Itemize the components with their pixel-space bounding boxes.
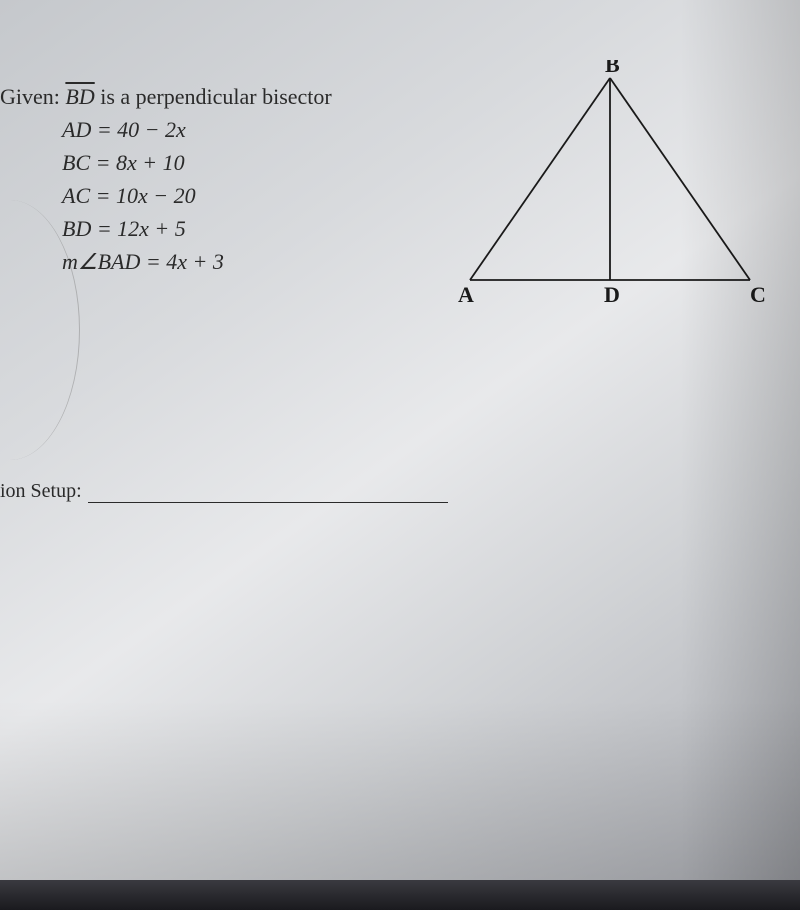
line-bd: BD = 12x + 5	[62, 212, 332, 245]
triangle-svg: B A D C	[450, 60, 770, 320]
equation-setup-row: ion Setup:	[0, 480, 448, 503]
line-ad: AD = 40 − 2x	[62, 113, 332, 146]
vertex-c-label: C	[750, 282, 766, 307]
line-angle-bad: m∠BAD = 4x + 3	[62, 245, 332, 278]
screen-bottom-bar	[0, 880, 800, 910]
vertex-b-label: B	[605, 60, 620, 77]
setup-label: ion Setup:	[0, 480, 82, 503]
bd-description: is a perpendicular bisector	[100, 84, 332, 109]
given-first-line: Given: BD is a perpendicular bisector	[0, 80, 332, 113]
edge-bc	[610, 78, 750, 280]
triangle-diagram: B A D C	[450, 60, 770, 320]
shadow-overlay	[0, 700, 800, 880]
vertex-a-label: A	[458, 282, 474, 307]
given-block: Given: BD is a perpendicular bisector AD…	[0, 80, 332, 278]
setup-blank-line	[88, 483, 448, 503]
vertex-d-label: D	[604, 282, 620, 307]
bd-segment: BD	[65, 84, 94, 109]
line-bc: BC = 8x + 10	[62, 146, 332, 179]
given-label: Given:	[0, 84, 60, 109]
edge-ab	[470, 78, 610, 280]
line-ac: AC = 10x − 20	[62, 179, 332, 212]
